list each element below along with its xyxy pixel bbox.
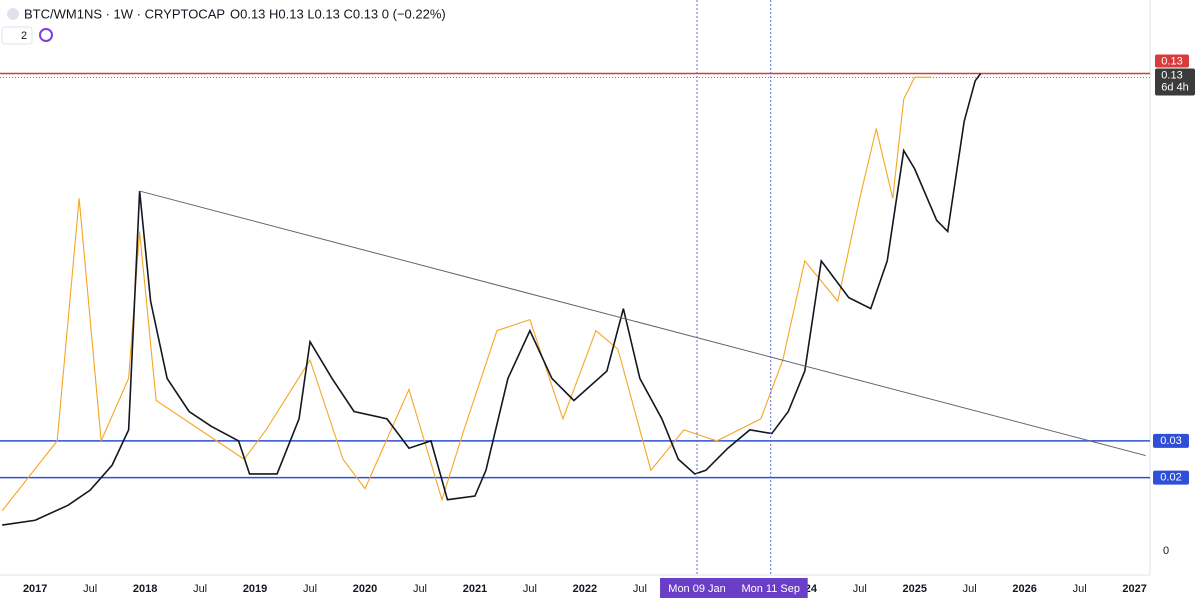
x-tick-label: Jul — [523, 583, 537, 595]
x-tick-label: 2021 — [463, 583, 487, 595]
last-price-box — [1155, 54, 1189, 68]
countdown-box — [1155, 68, 1195, 96]
cursor-label: Mon 11 Sep — [741, 583, 800, 595]
series-line — [1, 76, 932, 512]
trendline — [139, 190, 1146, 457]
cursor-label: Mon 09 Jan — [668, 583, 725, 595]
x-tick-label: Jul — [963, 583, 977, 595]
sync-icon[interactable] — [39, 28, 53, 42]
indicator-toggle[interactable] — [1, 26, 33, 45]
x-tick-label: 2020 — [353, 583, 377, 595]
x-tick-label: 2017 — [23, 583, 47, 595]
chart-title: BTC/WM1NS · 1W · CRYPTOCAP — [24, 6, 225, 21]
x-tick-label: 2026 — [1012, 583, 1036, 595]
indicator-count: 2 — [21, 30, 27, 42]
x-tick-label: 2018 — [133, 583, 157, 595]
y-tick-label: 0 — [1163, 545, 1169, 557]
cursor-label-box — [660, 578, 735, 598]
x-tick-label: Jul — [413, 583, 427, 595]
level-label: 0.03 — [1160, 435, 1181, 447]
x-tick-label: 2019 — [243, 583, 267, 595]
last-price-label: 0.13 — [1161, 55, 1182, 67]
x-tick-label: 2025 — [902, 583, 926, 595]
cursor-label-box — [733, 578, 808, 598]
x-tick-label: Jul — [853, 583, 867, 595]
close-label: 0.13 — [1161, 69, 1182, 81]
series-line — [2, 73, 982, 526]
x-tick-label: Jul — [193, 583, 207, 595]
countdown: 6d 4h — [1161, 81, 1189, 93]
x-tick-label: Jul — [633, 583, 647, 595]
level-label-box — [1153, 470, 1189, 485]
x-tick-label: 2027 — [1122, 583, 1146, 595]
level-label-box — [1153, 433, 1189, 448]
x-tick-label: Jul — [83, 583, 97, 595]
x-tick-label: Jul — [303, 583, 317, 595]
symbol-icon — [7, 8, 19, 20]
x-tick-label: Jul — [1073, 583, 1087, 595]
ohlc: O0.13 H0.13 L0.13 C0.13 0 (−0.22%) — [230, 6, 446, 21]
x-tick-label: 2022 — [573, 583, 597, 595]
level-label: 0.02 — [1160, 472, 1181, 484]
